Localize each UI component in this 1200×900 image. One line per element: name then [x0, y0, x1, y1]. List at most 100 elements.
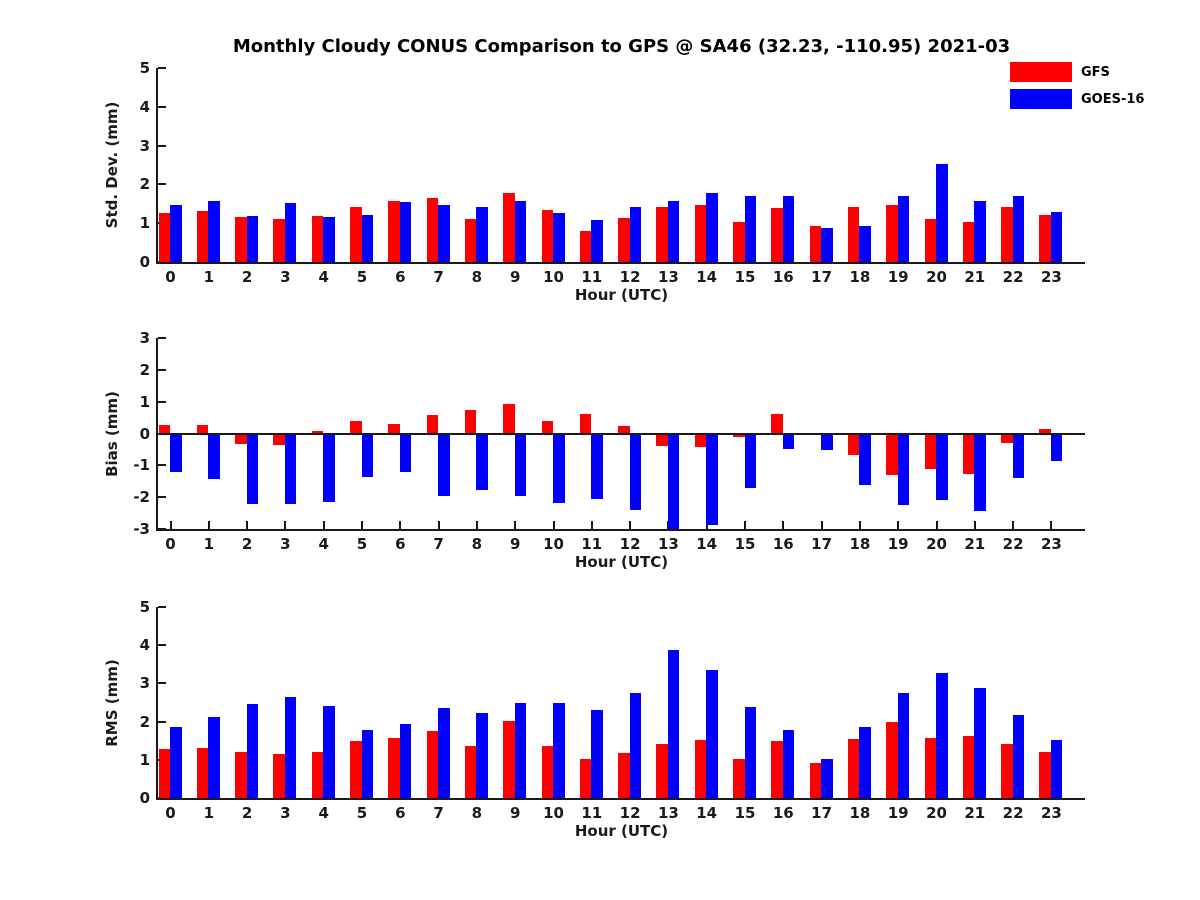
bar-goes16-hour-11 — [591, 220, 603, 262]
y-tick-label: 3 — [139, 329, 150, 347]
bar-goes16-hour-3 — [284, 433, 297, 505]
bar-goes16-hour-20 — [936, 433, 948, 501]
bar-goes16-hour-14 — [706, 669, 718, 798]
bar-gfs-hour-12 — [618, 426, 630, 434]
x-tick — [552, 521, 555, 529]
bar-goes16-hour-17 — [821, 433, 833, 451]
bar-gfs-hour-1 — [196, 747, 209, 798]
x-tick-label: 11 — [581, 268, 603, 286]
bar-gfs-hour-2 — [235, 752, 247, 798]
bar-goes16-hour-17 — [821, 758, 833, 798]
bar-gfs-hour-13 — [656, 433, 668, 447]
bar-gfs-hour-19 — [886, 204, 898, 262]
gfs-legend-label: GFS — [1081, 64, 1110, 80]
bar-gfs-hour-19 — [886, 721, 898, 798]
x-tick-label: 20 — [926, 804, 947, 822]
x-tick-label: 6 — [395, 535, 406, 553]
bar-gfs-hour-23 — [1039, 428, 1051, 434]
y-tick — [158, 400, 166, 403]
x-tick-label: 0 — [165, 804, 176, 822]
bar-gfs-hour-22 — [1001, 433, 1013, 444]
bar-goes16-hour-9 — [514, 201, 527, 262]
y-tick-label: 3 — [139, 674, 150, 693]
bar-gfs-hour-7 — [426, 731, 439, 798]
bar-gfs-hour-8 — [464, 218, 477, 262]
bar-gfs-hour-17 — [809, 763, 822, 798]
bar-gfs-hour-20 — [924, 433, 936, 470]
bar-gfs-hour-9 — [503, 403, 515, 434]
bar-goes16-hour-5 — [361, 730, 373, 798]
bar-goes16-hour-0 — [170, 204, 182, 262]
legend-entry-goes16: GOES-16 — [1010, 89, 1144, 109]
bar-goes16-hour-19 — [897, 196, 910, 262]
x-tick — [399, 521, 402, 529]
bar-goes16-hour-16 — [782, 195, 795, 262]
bar-goes16-hour-15 — [744, 196, 756, 262]
bar-goes16-hour-12 — [629, 206, 642, 262]
y-tick-label: 2 — [139, 712, 150, 731]
bar-goes16-hour-14 — [706, 193, 718, 262]
bar-goes16-hour-17 — [821, 227, 833, 262]
x-axis-label: Hour (UTC) — [574, 553, 669, 571]
x-tick — [207, 521, 210, 529]
y-tick-label: 5 — [139, 598, 150, 616]
x-tick — [284, 521, 287, 529]
legend-entry-gfs: GFS — [1010, 62, 1144, 82]
x-tick-label: 3 — [280, 268, 291, 286]
bar-gfs-hour-9 — [503, 192, 515, 262]
x-tick-label: 5 — [356, 535, 368, 553]
y-tick — [158, 528, 166, 530]
x-tick-label: 7 — [433, 804, 444, 822]
gfs-swatch — [1010, 62, 1072, 82]
bar-gfs-hour-16 — [771, 740, 783, 798]
x-tick-label: 1 — [203, 804, 215, 822]
y-tick-label: -3 — [133, 520, 150, 538]
x-tick-label: 22 — [1002, 268, 1024, 286]
x-tick-label: 8 — [471, 535, 483, 553]
x-tick-label: 7 — [433, 535, 444, 553]
bar-goes16-hour-22 — [1012, 196, 1025, 262]
bar-goes16-hour-9 — [514, 433, 527, 496]
bar-gfs-hour-14 — [694, 433, 707, 448]
bar-goes16-hour-1 — [208, 433, 220, 480]
bar-goes16-hour-4 — [323, 433, 335, 502]
bar-goes16-hour-8 — [476, 433, 488, 490]
y-tick — [158, 144, 166, 147]
x-tick-label: 11 — [581, 535, 603, 553]
x-tick — [322, 521, 325, 529]
bar-goes16-hour-18 — [859, 433, 871, 486]
x-tick-label: 0 — [165, 268, 176, 286]
bar-gfs-hour-17 — [809, 226, 822, 262]
x-tick-label: 23 — [1040, 268, 1062, 286]
x-tick-label: 1 — [203, 535, 215, 553]
bar-goes16-hour-8 — [476, 712, 488, 798]
y-tick — [158, 496, 166, 499]
x-axis-label: Hour (UTC) — [574, 286, 669, 304]
bar-goes16-hour-11 — [591, 710, 603, 798]
bar-gfs-hour-21 — [962, 222, 975, 262]
bar-gfs-hour-10 — [541, 210, 553, 262]
x-tick-label: 15 — [734, 535, 756, 553]
bar-gfs-hour-3 — [273, 433, 285, 446]
bar-goes16-hour-12 — [629, 433, 642, 510]
bar-gfs-hour-15 — [733, 758, 745, 798]
x-tick-label: 1 — [203, 268, 215, 286]
bar-gfs-hour-16 — [771, 414, 783, 434]
bar-gfs-hour-18 — [847, 206, 860, 262]
bar-goes16-hour-11 — [591, 433, 603, 500]
x-tick-label: 16 — [772, 268, 794, 286]
bar-goes16-hour-10 — [553, 213, 565, 262]
y-tick — [158, 682, 166, 685]
bar-goes16-hour-4 — [323, 216, 335, 262]
x-tick — [935, 521, 938, 529]
x-tick — [246, 521, 249, 529]
x-tick-label: 19 — [887, 535, 909, 553]
bar-goes16-hour-13 — [667, 433, 680, 529]
bar-goes16-hour-8 — [476, 206, 488, 262]
bar-gfs-hour-0 — [158, 749, 170, 798]
bar-gfs-hour-5 — [350, 741, 362, 798]
x-axis-spine — [156, 262, 1085, 264]
stddev-panel: 0 1 2 3 4 5 0 1 2 3 4 5 6 7 8 9 10 11 12 13 14 15 16 17 18 19 20 21… — [103, 59, 1085, 304]
bar-goes16-hour-7 — [438, 433, 450, 496]
